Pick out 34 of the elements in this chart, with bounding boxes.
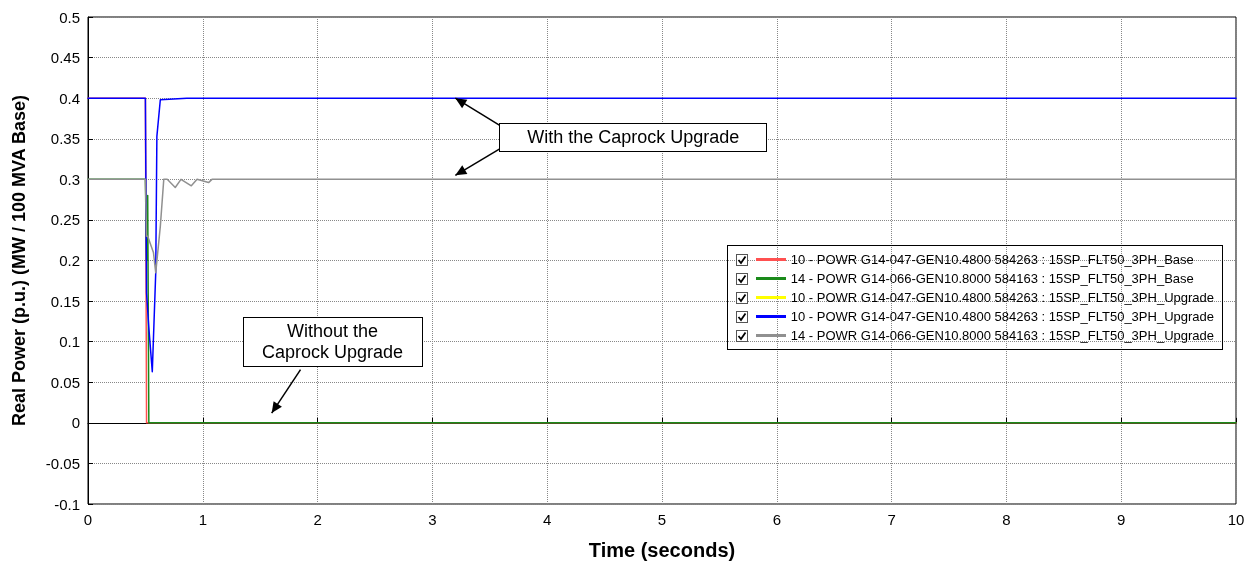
x-tick-label: 7 [887, 511, 896, 528]
x-tick-label: 2 [313, 511, 322, 528]
y-axis-title: Real Power (p.u.) (MW / 100 MVA Base) [9, 94, 29, 427]
y-tick-label: 0.05 [50, 373, 80, 391]
y-tick-label: 0.15 [50, 292, 80, 310]
x-tick-label: 6 [772, 511, 781, 528]
legend-label: 10 - POWR G14-047-GEN10.4800 584263 : 15SP_FLT50_3PH_Base [790, 252, 1194, 267]
y-tick-label: -0.1 [54, 495, 80, 513]
y-tick-label: 0 [71, 414, 80, 432]
y-tick-label: 0.2 [59, 252, 80, 269]
annotation: With the Caprock Upgrade [499, 122, 768, 152]
legend-label: 10 - POWR G14-047-GEN10.4800 584263 : 15SP_FLT50_3PH_Upgrade [790, 290, 1214, 305]
y-tick-label: 0.4 [59, 89, 80, 107]
x-tick-label: 8 [1002, 511, 1011, 528]
x-tick-label: 1 [198, 511, 207, 528]
y-tick-label: 0.35 [50, 130, 80, 148]
y-tick-label: 0.45 [50, 49, 80, 67]
line-series [87, 97, 1237, 373]
x-tick-label: 3 [428, 511, 437, 528]
x-axis-title: Time (seconds) [588, 539, 736, 561]
x-tick-label: 0 [83, 511, 93, 528]
annotation: Without the Caprock Upgrade [242, 316, 423, 367]
y-tick-label: 0.3 [59, 170, 80, 188]
y-tick-label: 0.25 [50, 211, 80, 229]
y-tick-label: 0.5 [59, 8, 80, 26]
y-tick-label: -0.05 [45, 454, 80, 472]
y-tick-label: 0.1 [59, 333, 80, 351]
legend-label: 10 - POWR G14-047-GEN10.4800 584263 : 15SP_FLT50_3PH_Upgrade [790, 309, 1214, 324]
x-tick-label: 9 [1117, 511, 1126, 528]
legend-label: 14 - POWR G14-066-GEN10.8000 584163 : 15SP_FLT50_3PH_Upgrade [790, 328, 1214, 343]
x-tick-label: 10 [1227, 511, 1245, 528]
x-tick-label: 4 [543, 511, 552, 528]
x-tick-label: 5 [657, 511, 667, 528]
legend-label: 14 - POWR G14-066-GEN10.8000 584163 : 15SP_FLT50_3PH_Base [790, 271, 1194, 286]
